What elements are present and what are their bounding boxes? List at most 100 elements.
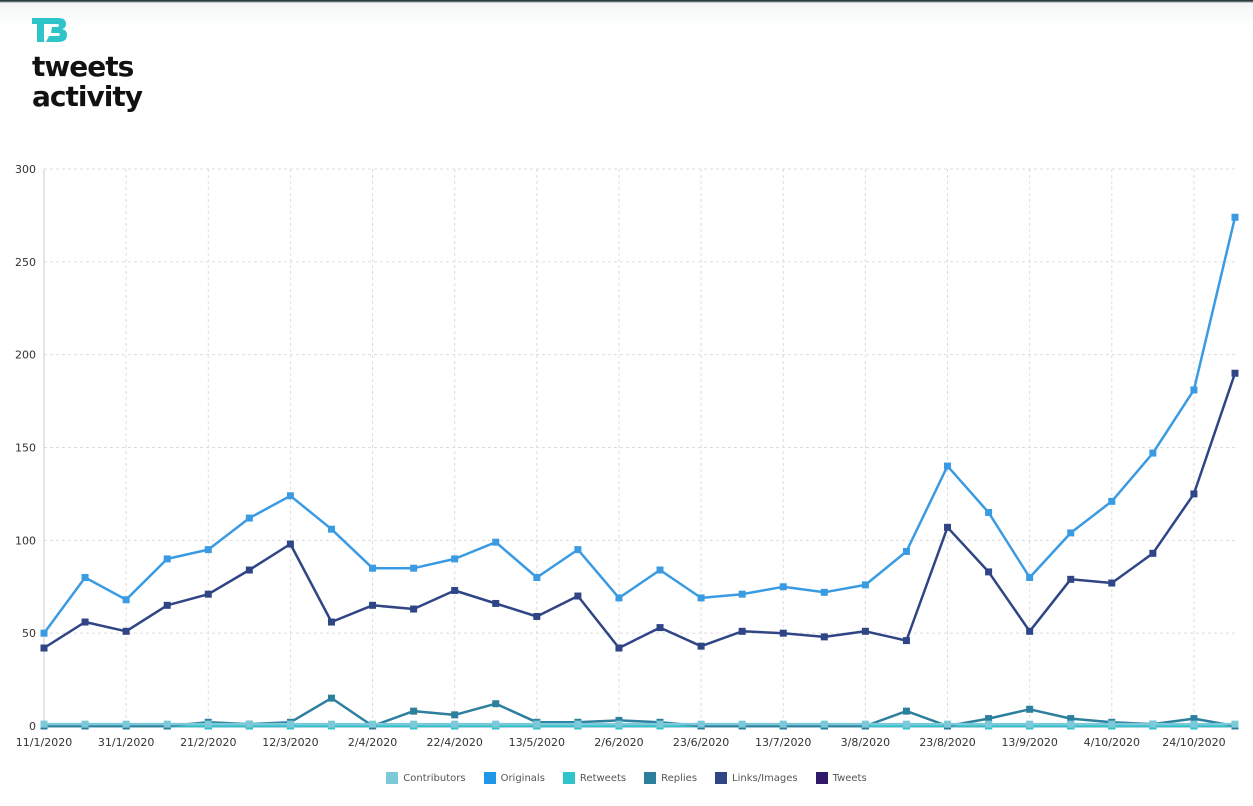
data-point-contributors <box>410 720 418 728</box>
data-point-contributors <box>40 720 48 728</box>
top-bar <box>0 0 1253 28</box>
data-point-contributors <box>492 720 500 728</box>
data-point-originals <box>40 629 48 637</box>
data-point-originals <box>163 555 171 563</box>
data-point-replies <box>615 716 623 724</box>
data-point-replies <box>1067 715 1075 723</box>
legend-item[interactable]: Retweets <box>562 770 626 786</box>
data-point-originals <box>820 588 828 596</box>
data-point-links-images <box>1149 549 1157 557</box>
data-point-contributors <box>1108 720 1116 728</box>
data-point-replies <box>1026 705 1034 713</box>
series-line-originals <box>42 217 1237 634</box>
data-point-links-images <box>1108 579 1116 587</box>
data-point-originals <box>1190 386 1198 394</box>
data-point-originals <box>533 573 541 581</box>
data-point-links-images <box>944 523 952 531</box>
data-point-links-images <box>656 624 664 632</box>
data-point-links-images <box>1026 627 1034 635</box>
data-point-contributors <box>779 720 787 728</box>
legend-swatch <box>815 772 828 784</box>
line-chart: 0 50 100 150 200 250 300 11/1/2020 31/1/2020 21/2… <box>15 163 1239 749</box>
data-point-contributors <box>81 720 89 728</box>
series-originals <box>40 213 1239 637</box>
data-point-links-images <box>533 612 541 620</box>
data-point-links-images <box>1190 490 1198 498</box>
data-point-contributors <box>615 720 623 728</box>
data-point-contributors <box>902 720 910 728</box>
data-point-originals <box>1231 213 1239 221</box>
legend-swatch <box>644 772 657 784</box>
series-contributors <box>40 720 1239 728</box>
data-point-contributors <box>369 720 377 728</box>
x-tick-label: 13/5/2020 <box>509 736 565 749</box>
data-point-originals <box>861 581 869 589</box>
y-tick-label: 50 <box>22 627 36 640</box>
data-point-links-images <box>820 633 828 641</box>
data-point-contributors <box>451 720 459 728</box>
data-point-contributors <box>1149 720 1157 728</box>
legend-item[interactable]: Replies <box>644 770 697 786</box>
data-point-originals <box>656 566 664 574</box>
data-point-links-images <box>410 605 418 613</box>
data-point-contributors <box>327 720 335 728</box>
title-line-2: activity <box>32 80 143 113</box>
data-point-links-images <box>615 644 623 652</box>
data-point-originals <box>492 538 500 546</box>
data-point-originals <box>286 492 294 500</box>
data-point-links-images <box>204 590 212 598</box>
data-point-contributors <box>245 720 253 728</box>
y-tick-label: 100 <box>15 534 36 547</box>
x-tick-label: 21/2/2020 <box>180 736 236 749</box>
legend-swatch <box>386 772 399 784</box>
legend-item[interactable]: Originals <box>483 770 545 786</box>
data-point-originals <box>738 590 746 598</box>
data-point-contributors <box>204 720 212 728</box>
data-point-replies <box>985 715 993 723</box>
y-tick-label: 300 <box>15 163 36 176</box>
x-tick-label: 24/10/2020 <box>1162 736 1225 749</box>
data-point-contributors <box>163 720 171 728</box>
data-point-originals <box>81 573 89 581</box>
data-point-contributors <box>697 720 705 728</box>
legend-label: Tweets <box>832 772 867 784</box>
data-point-links-images <box>40 644 48 652</box>
data-point-contributors <box>1026 720 1034 728</box>
data-point-originals <box>779 583 787 591</box>
data-point-contributors <box>122 720 130 728</box>
y-tick-label: 200 <box>15 349 36 362</box>
legend-swatch <box>562 772 575 784</box>
data-point-contributors <box>1231 720 1239 728</box>
data-point-links-images <box>985 568 993 576</box>
y-tick-label: 0 <box>29 720 36 733</box>
y-tick-label: 250 <box>15 256 36 269</box>
data-point-links-images <box>1231 369 1239 377</box>
x-tick-label: 3/8/2020 <box>841 736 890 749</box>
legend-item[interactable]: Links/Images <box>715 770 798 786</box>
data-point-links-images <box>492 599 500 607</box>
legend-item[interactable]: Tweets <box>815 770 867 786</box>
data-point-links-images <box>574 592 582 600</box>
x-tick-label: 2/4/2020 <box>348 736 397 749</box>
x-tick-label: 13/7/2020 <box>755 736 811 749</box>
x-tick-label: 13/9/2020 <box>1001 736 1057 749</box>
x-tick-label: 4/10/2020 <box>1084 736 1140 749</box>
x-tick-label: 2/6/2020 <box>594 736 643 749</box>
data-point-originals <box>1067 529 1075 537</box>
legend-swatch <box>715 772 728 784</box>
y-tick-label: 150 <box>15 442 36 455</box>
data-point-originals <box>122 596 130 604</box>
series-links-images <box>40 369 1239 652</box>
x-tick-label: 23/6/2020 <box>673 736 729 749</box>
data-point-originals <box>204 546 212 554</box>
data-point-originals <box>902 547 910 555</box>
legend-label: Contributors <box>403 772 466 784</box>
data-point-originals <box>574 546 582 554</box>
data-point-links-images <box>122 627 130 635</box>
data-point-contributors <box>985 720 993 728</box>
data-point-contributors <box>738 720 746 728</box>
data-point-links-images <box>779 629 787 637</box>
legend-item[interactable]: Contributors <box>386 770 466 786</box>
data-point-originals <box>410 564 418 572</box>
data-point-links-images <box>902 637 910 645</box>
